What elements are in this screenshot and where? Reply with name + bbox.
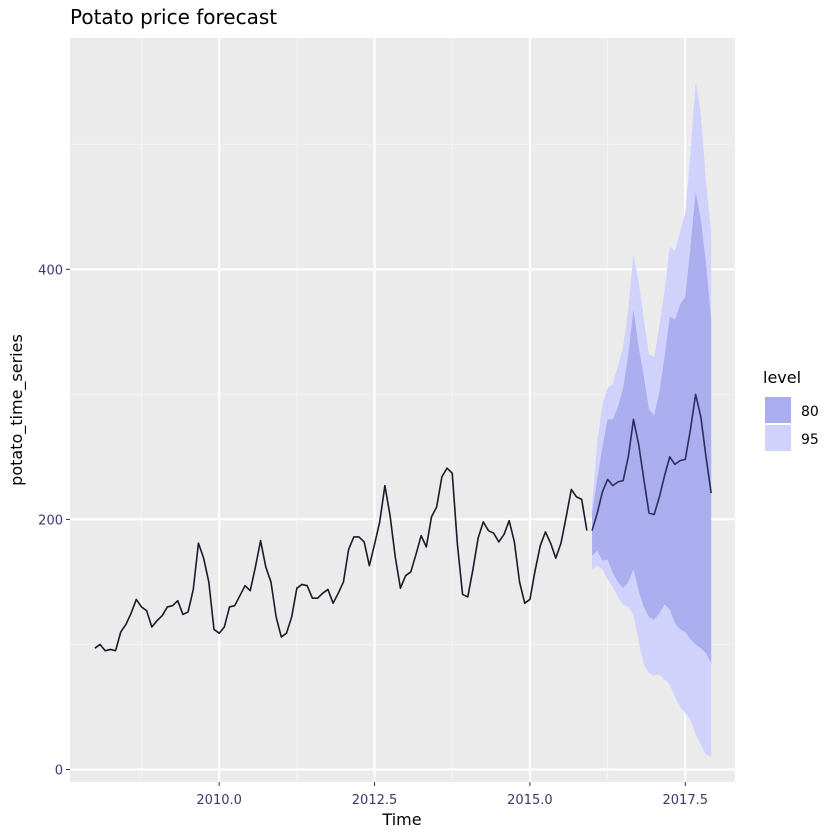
x-axis: 2010.0 2012.5 2015.0 2017.5 xyxy=(196,782,708,808)
series-lines xyxy=(94,393,712,652)
x-tick-label: 2010.0 xyxy=(196,793,242,808)
x-axis-title: Time xyxy=(381,810,421,829)
legend-swatch-80 xyxy=(765,397,791,423)
y-axis: 0 200 400 xyxy=(38,263,70,778)
prediction-intervals xyxy=(592,81,712,757)
legend-title: level xyxy=(763,368,801,387)
x-tick-label: 2012.5 xyxy=(352,793,398,808)
legend-swatch-95 xyxy=(765,425,791,451)
chart-title: Potato price forecast xyxy=(70,5,277,29)
legend: 80 95 xyxy=(765,397,819,451)
y-tick-label: 200 xyxy=(38,513,63,528)
y-tick-label: 400 xyxy=(38,263,63,278)
x-tick-label: 2015.0 xyxy=(507,793,553,808)
legend-label-80: 80 xyxy=(801,404,819,420)
band-80 xyxy=(592,191,712,664)
y-axis-title: potato_time_series xyxy=(7,334,27,486)
y-tick-label: 0 xyxy=(55,763,63,778)
legend-label-95: 95 xyxy=(801,432,819,448)
x-tick-label: 2017.5 xyxy=(663,793,709,808)
history-line xyxy=(94,467,588,652)
forecast-mean-line xyxy=(591,393,712,531)
